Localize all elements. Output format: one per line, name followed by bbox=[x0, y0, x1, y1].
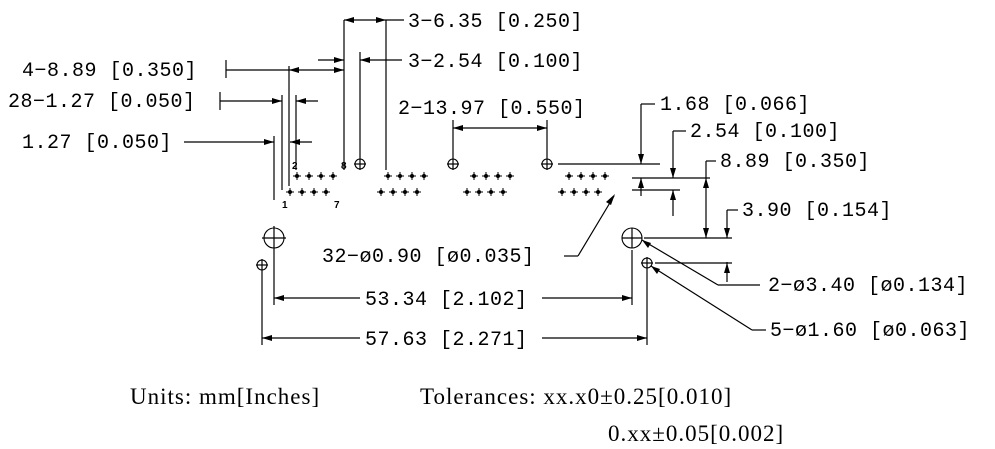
contact-pin bbox=[499, 188, 507, 196]
contact-pin bbox=[482, 172, 490, 180]
dim-1-27-row: 1.27 [0.050] bbox=[22, 132, 312, 200]
dim-53-34: 53.34 [2.102] bbox=[273, 250, 633, 312]
dim-label-3-90: 3.90 [0.154] bbox=[742, 200, 892, 223]
contact-pin bbox=[463, 188, 471, 196]
dim-label-1-68: 1.68 [0.066] bbox=[660, 94, 810, 117]
dim-1-27-pitch: 28−1.27 [0.050] bbox=[8, 91, 318, 190]
contact-pin bbox=[286, 188, 294, 196]
contact-pin bbox=[305, 172, 313, 180]
dim-label-57-63: 57.63 [2.271] bbox=[365, 329, 528, 352]
contact-pin bbox=[377, 188, 385, 196]
mounting-post-right bbox=[621, 227, 643, 249]
callout-label-small-hole-diameter: 5−ø1.60 [ø0.063] bbox=[770, 320, 970, 343]
callout-pin-diameter: 32−ø0.90 [ø0.035] bbox=[322, 194, 615, 269]
dim-3-90: 3.90 [0.154] bbox=[644, 200, 892, 282]
contact-pin bbox=[322, 188, 330, 196]
mounting-post-left bbox=[262, 226, 286, 250]
contact-pin bbox=[317, 172, 325, 180]
contact-pin bbox=[293, 172, 301, 180]
contact-pin bbox=[310, 188, 318, 196]
callout-post-diameter: 2−ø3.40 [ø0.134] bbox=[641, 239, 968, 298]
dim-label-1-27-pitch: 28−1.27 [0.050] bbox=[8, 91, 196, 114]
contact-pin bbox=[396, 172, 404, 180]
small-hole bbox=[641, 257, 653, 269]
contact-pin bbox=[594, 188, 602, 196]
contact-pin bbox=[384, 172, 392, 180]
contact-pin bbox=[577, 172, 585, 180]
contact-pin bbox=[408, 172, 416, 180]
contact-pin bbox=[506, 172, 514, 180]
contact-pin bbox=[582, 188, 590, 196]
contact-pin bbox=[475, 188, 483, 196]
callout-label-post-diameter: 2−ø3.40 [ø0.134] bbox=[768, 275, 968, 298]
dim-2-54: 3−2.54 [0.100] bbox=[318, 51, 583, 158]
contact-pin bbox=[413, 188, 421, 196]
dim-label-1-27-row: 1.27 [0.050] bbox=[22, 132, 172, 155]
small-hole bbox=[354, 158, 366, 170]
dim-label-6-35: 3−6.35 [0.250] bbox=[408, 11, 583, 34]
contact-pin bbox=[329, 172, 337, 180]
small-hole bbox=[447, 158, 459, 170]
tolerance-note-2: 0.xx±0.05[0.002] bbox=[608, 421, 784, 446]
pin-label-1: 1 bbox=[282, 200, 288, 211]
pin-label-2: 2 bbox=[292, 161, 298, 172]
dim-label-2-54: 3−2.54 [0.100] bbox=[408, 51, 583, 74]
contact-pin bbox=[487, 188, 495, 196]
contact-pin bbox=[601, 172, 609, 180]
dim-label-13-97: 2−13.97 [0.550] bbox=[398, 98, 586, 121]
contact-pin bbox=[420, 172, 428, 180]
contact-pin bbox=[470, 172, 478, 180]
contact-pin bbox=[589, 172, 597, 180]
dim-2-54-vertical: 2.54 [0.100] bbox=[670, 121, 840, 216]
callout-label-pin-diameter: 32−ø0.90 [ø0.035] bbox=[322, 246, 535, 269]
contact-pin bbox=[298, 188, 306, 196]
dim-13-97: 2−13.97 [0.550] bbox=[398, 98, 586, 158]
pin-label-7: 7 bbox=[334, 200, 340, 211]
contact-pin bbox=[558, 188, 566, 196]
dim-57-63: 57.63 [2.271] bbox=[261, 269, 648, 352]
callout-small-hole-diameter: 5−ø1.60 [ø0.063] bbox=[650, 265, 970, 343]
contact-pin bbox=[565, 172, 573, 180]
dim-8-89-vertical: 8.89 [0.350] bbox=[703, 151, 870, 238]
dim-label-8-89-pitch: 4−8.89 [0.350] bbox=[22, 60, 197, 83]
contact-pin bbox=[401, 188, 409, 196]
contact-pin bbox=[389, 188, 397, 196]
dim-label-8-89-vertical: 8.89 [0.350] bbox=[720, 151, 870, 174]
dim-1-68: 1.68 [0.066] bbox=[638, 94, 810, 196]
dim-8-89-pitch: 4−8.89 [0.350] bbox=[22, 60, 344, 186]
contact-pin bbox=[494, 172, 502, 180]
small-hole bbox=[256, 259, 268, 271]
dim-label-2-54-vertical: 2.54 [0.100] bbox=[690, 121, 840, 144]
small-hole bbox=[541, 158, 553, 170]
contact-pin bbox=[570, 188, 578, 196]
units-note: Units: mm[Inches] bbox=[130, 384, 320, 409]
dim-label-53-34: 53.34 [2.102] bbox=[365, 289, 528, 312]
pin-field bbox=[286, 172, 609, 196]
dim-6-35: 3−6.35 [0.250] bbox=[343, 11, 583, 170]
tolerance-note-1: Tolerances: xx.x0±0.25[0.010] bbox=[420, 384, 732, 409]
